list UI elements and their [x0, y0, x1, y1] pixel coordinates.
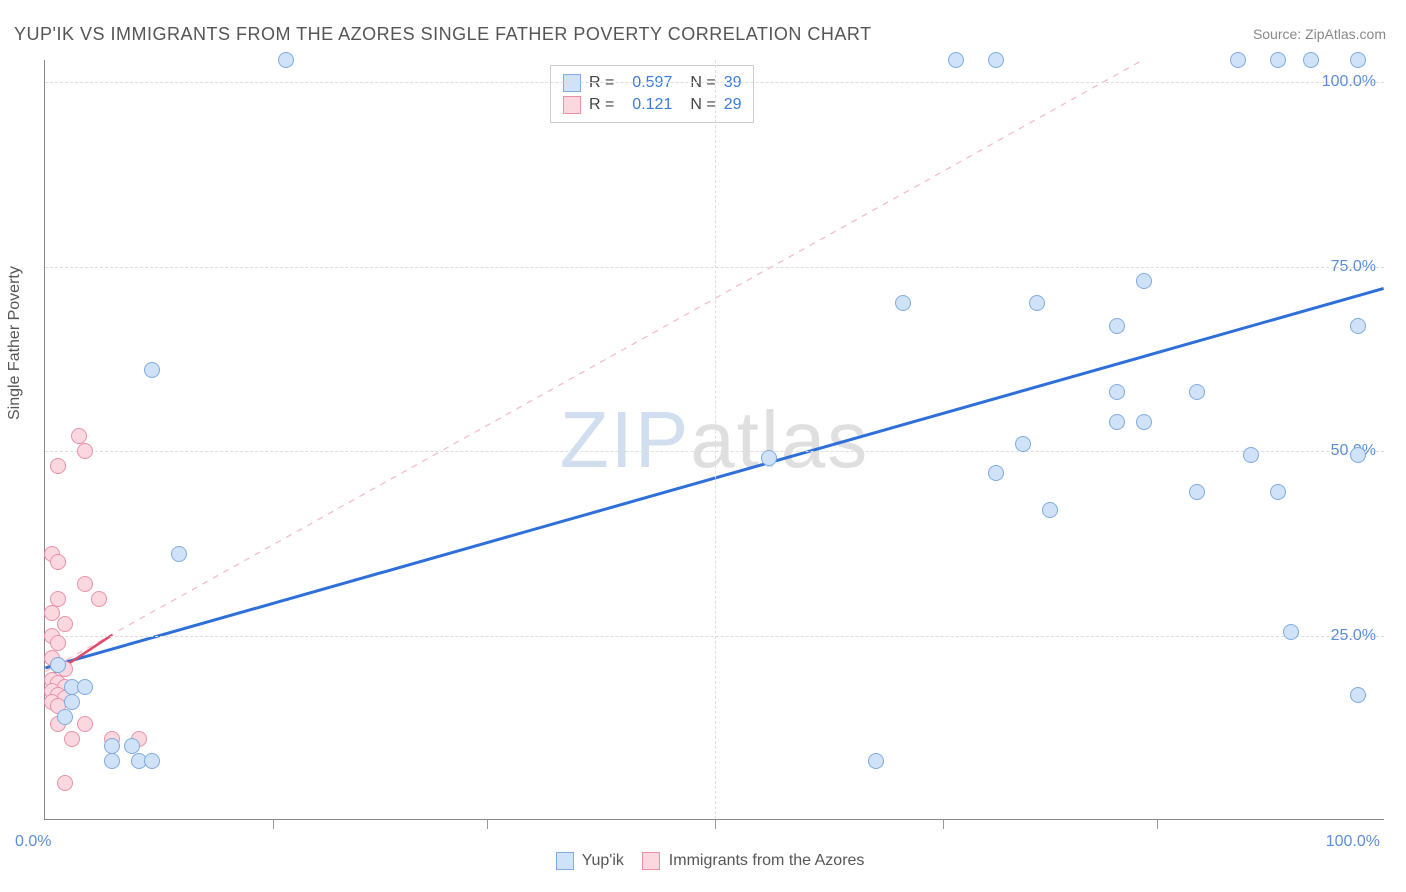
gridline-v: [715, 60, 716, 819]
data-point: [64, 694, 80, 710]
correlation-legend: R =0.597N =39R =0.121N =29: [550, 65, 754, 123]
chart-container: YUP'IK VS IMMIGRANTS FROM THE AZORES SIN…: [0, 0, 1406, 892]
data-point: [1350, 318, 1366, 334]
data-point: [1109, 414, 1125, 430]
data-point: [1350, 687, 1366, 703]
x-tick-label: 100.0%: [1326, 833, 1380, 851]
data-point: [57, 616, 73, 632]
x-tick: [487, 819, 488, 829]
watermark-suffix: atlas: [690, 395, 869, 484]
data-point: [144, 362, 160, 378]
data-point: [1270, 52, 1286, 68]
y-tick-label: 75.0%: [1331, 258, 1376, 276]
data-point: [1109, 318, 1125, 334]
data-point: [1283, 624, 1299, 640]
source-label: Source: ZipAtlas.com: [1253, 26, 1386, 42]
data-point: [104, 738, 120, 754]
legend-label: Immigrants from the Azores: [664, 852, 864, 869]
data-point: [50, 458, 66, 474]
legend-label: Yup'ik: [578, 852, 629, 869]
data-point: [1015, 436, 1031, 452]
data-point: [1189, 384, 1205, 400]
r-value: 0.121: [622, 96, 672, 114]
x-tick: [1157, 819, 1158, 829]
data-point: [1109, 384, 1125, 400]
plot-area: ZIPatlas R =0.597N =39R =0.121N =29 25.0…: [44, 60, 1384, 820]
x-tick-label: 0.0%: [15, 833, 51, 851]
x-tick: [715, 819, 716, 829]
data-point: [988, 465, 1004, 481]
watermark-prefix: ZIP: [560, 395, 690, 484]
legend-swatch: [556, 852, 574, 870]
x-tick: [943, 819, 944, 829]
data-point: [64, 731, 80, 747]
data-point: [144, 753, 160, 769]
data-point: [1042, 502, 1058, 518]
data-point: [761, 450, 777, 466]
y-tick-label: 25.0%: [1331, 627, 1376, 645]
data-point: [77, 716, 93, 732]
x-tick: [273, 819, 274, 829]
trend-line: [45, 60, 1142, 672]
data-point: [50, 635, 66, 651]
data-point: [1270, 484, 1286, 500]
data-point: [104, 753, 120, 769]
legend-swatch: [563, 96, 581, 114]
data-point: [1230, 52, 1246, 68]
data-point: [1243, 447, 1259, 463]
data-point: [71, 428, 87, 444]
data-point: [171, 546, 187, 562]
data-point: [1029, 295, 1045, 311]
data-point: [1136, 273, 1152, 289]
data-point: [1350, 447, 1366, 463]
data-point: [57, 775, 73, 791]
data-point: [50, 657, 66, 673]
data-point: [1303, 52, 1319, 68]
r-label: R =: [589, 96, 614, 114]
data-point: [77, 679, 93, 695]
series-legend: Yup'ik Immigrants from the Azores: [0, 852, 1406, 870]
data-point: [988, 52, 1004, 68]
legend-swatch: [642, 852, 660, 870]
n-value: 29: [724, 96, 742, 114]
n-label: N =: [690, 96, 715, 114]
data-point: [50, 591, 66, 607]
data-point: [44, 605, 60, 621]
data-point: [278, 52, 294, 68]
data-point: [77, 443, 93, 459]
data-point: [948, 52, 964, 68]
data-point: [868, 753, 884, 769]
y-tick-label: 100.0%: [1322, 73, 1376, 91]
data-point: [1350, 52, 1366, 68]
chart-title: YUP'IK VS IMMIGRANTS FROM THE AZORES SIN…: [14, 24, 872, 45]
data-point: [77, 576, 93, 592]
data-point: [895, 295, 911, 311]
data-point: [1189, 484, 1205, 500]
data-point: [91, 591, 107, 607]
data-point: [50, 554, 66, 570]
data-point: [1136, 414, 1152, 430]
y-axis-label: Single Father Poverty: [6, 266, 24, 420]
data-point: [57, 709, 73, 725]
data-point: [124, 738, 140, 754]
